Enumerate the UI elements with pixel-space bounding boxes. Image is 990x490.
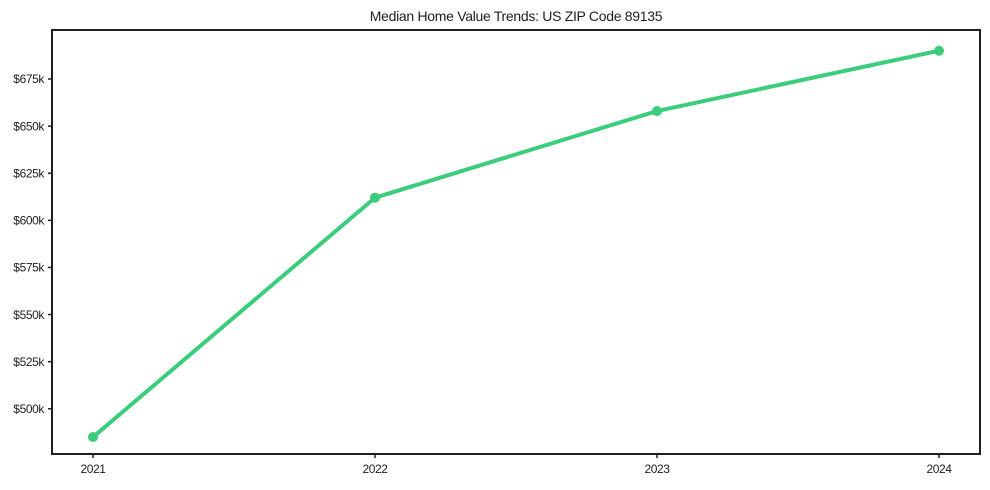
- y-tick-label: $650k: [13, 119, 45, 133]
- x-tick-label: 2023: [644, 462, 670, 476]
- x-tick-label: 2024: [926, 462, 952, 476]
- y-tick-label: $625k: [13, 166, 45, 180]
- series-line-median-home-value: [91, 48, 941, 440]
- plot-border: [51, 29, 981, 455]
- y-tick-label: $600k: [13, 214, 45, 228]
- data-point-median-home-value-2021: [88, 432, 98, 443]
- y-tick-label: $525k: [13, 355, 45, 369]
- y-tick-label: $550k: [13, 308, 45, 322]
- y-tick-label: $500k: [13, 402, 45, 416]
- y-tick-label: $675k: [13, 72, 45, 86]
- data-point-median-home-value-2022: [370, 192, 380, 203]
- plot-area: $500k $525k $550k $575k $600k $625k $650k $675k…: [13, 29, 981, 476]
- y-tick-label: $575k: [13, 261, 45, 275]
- chart-title: Median Home Value Trends: US ZIP Code 89…: [369, 8, 663, 24]
- x-tick-label: 2022: [362, 462, 388, 476]
- data-point-median-home-value-2024: [934, 45, 944, 56]
- x-tick-label: 2021: [80, 462, 106, 476]
- data-point-median-home-value-2023: [652, 106, 662, 117]
